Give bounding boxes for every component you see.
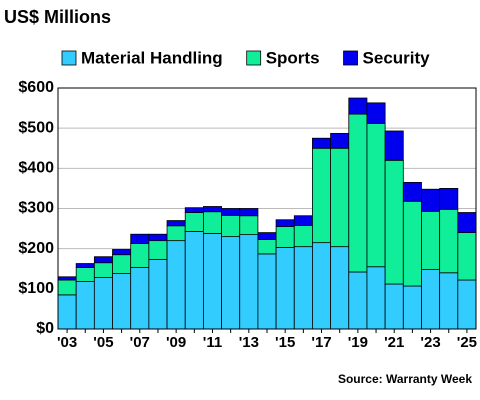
bar-segment: [421, 269, 441, 330]
bar-segment: [148, 240, 168, 260]
bar-segment: [439, 272, 459, 330]
bar-segment: [130, 267, 150, 330]
bar-segment: [312, 137, 332, 149]
bar-segment: [202, 211, 222, 234]
y-tick-label: $200: [18, 240, 54, 257]
plot-frame: [57, 87, 477, 330]
bar-segment: [384, 159, 404, 285]
bar-segment: [366, 122, 386, 268]
bar-segment: [93, 277, 113, 330]
bar-segment: [75, 263, 95, 268]
x-tick-label: '09: [166, 334, 186, 351]
bar-segment: [384, 283, 404, 330]
bar-segment: [312, 147, 332, 244]
bar-segment: [348, 97, 368, 115]
bar-segment: [57, 279, 77, 296]
bar-segment: [184, 207, 204, 213]
x-tick-label: '03: [57, 334, 77, 351]
x-tick-label: '19: [348, 334, 368, 351]
bar-segment: [421, 188, 441, 212]
x-tick-label: '21: [384, 334, 404, 351]
bar-segment: [202, 233, 222, 330]
bar-segment: [148, 259, 168, 330]
legend-label: Security: [363, 48, 431, 67]
bar-segment: [239, 215, 259, 236]
bar-segment: [384, 130, 404, 161]
bar-segment: [348, 271, 368, 330]
x-tick-label: '17: [311, 334, 331, 351]
bar-segment: [366, 102, 386, 124]
bar-segment: [112, 254, 132, 274]
bar-segment: [293, 246, 313, 330]
bar-segment: [239, 234, 259, 330]
legend-label: Sports: [266, 48, 320, 67]
x-tick-label: '11: [203, 334, 222, 351]
bar-segment: [402, 285, 422, 330]
bar-segment: [348, 113, 368, 273]
bar-segment: [275, 247, 295, 330]
bar-segment: [402, 181, 422, 202]
bar-segment: [221, 208, 241, 216]
x-tick-label: '13: [239, 334, 259, 351]
source-note: Source: Warranty Week: [338, 372, 472, 386]
bar-segment: [457, 212, 477, 233]
y-tick-label: $0: [36, 320, 54, 337]
bar-segment: [75, 267, 95, 283]
y-tick-label: $600: [18, 79, 54, 96]
bar-segment: [457, 232, 477, 281]
bar-segment: [93, 256, 113, 264]
legend-swatch: [246, 50, 262, 66]
bar-segment: [439, 208, 459, 274]
bar-segment: [166, 225, 186, 242]
y-tick-label: $400: [18, 160, 54, 177]
y-tick-label: $300: [18, 200, 54, 217]
bar-segment: [257, 253, 277, 330]
bar-segment: [184, 212, 204, 232]
legend-label: Material Handling: [81, 48, 223, 67]
bar-segment: [330, 132, 350, 149]
x-tick-label: '07: [130, 334, 150, 351]
bar-segment: [57, 276, 77, 281]
bar-segment: [112, 249, 132, 256]
bar-segment: [148, 233, 168, 242]
x-tick-label: '25: [457, 334, 477, 351]
bar-segment: [239, 208, 259, 217]
chart-title: US$ Millions: [4, 7, 111, 27]
bar-segment: [439, 188, 459, 210]
bar-segment: [112, 273, 132, 330]
bar-segment: [402, 200, 422, 287]
bar-segment: [366, 266, 386, 330]
legend-swatch: [343, 50, 358, 66]
bar-segment: [330, 147, 350, 248]
bar-segment: [221, 214, 241, 238]
y-tick-label: $500: [18, 119, 54, 136]
x-tick-label: '23: [420, 334, 440, 351]
bar-segment: [312, 242, 332, 330]
legend-swatch: [61, 50, 77, 66]
bar-segment: [330, 246, 350, 330]
bar-segment: [257, 232, 277, 240]
bar-segment: [221, 236, 241, 330]
bar-segment: [166, 240, 186, 330]
bar-segment: [275, 219, 295, 227]
bar-segment: [184, 230, 204, 330]
bar-segment: [257, 239, 277, 255]
bar-segment: [166, 220, 186, 227]
y-tick-label: $100: [18, 280, 54, 297]
bar-segment: [130, 233, 150, 244]
bar-segment: [275, 226, 295, 248]
bar-segment: [421, 210, 441, 270]
x-tick-label: '15: [275, 334, 295, 351]
bar-segment: [57, 294, 77, 330]
bar-segment: [93, 262, 113, 278]
bar-segment: [75, 281, 95, 330]
bar-segment: [130, 243, 150, 268]
bar-segment: [293, 215, 313, 226]
bar-segment: [202, 206, 222, 213]
bar-segment: [293, 224, 313, 248]
x-tick-label: '05: [93, 334, 113, 351]
bar-segment: [457, 279, 477, 330]
